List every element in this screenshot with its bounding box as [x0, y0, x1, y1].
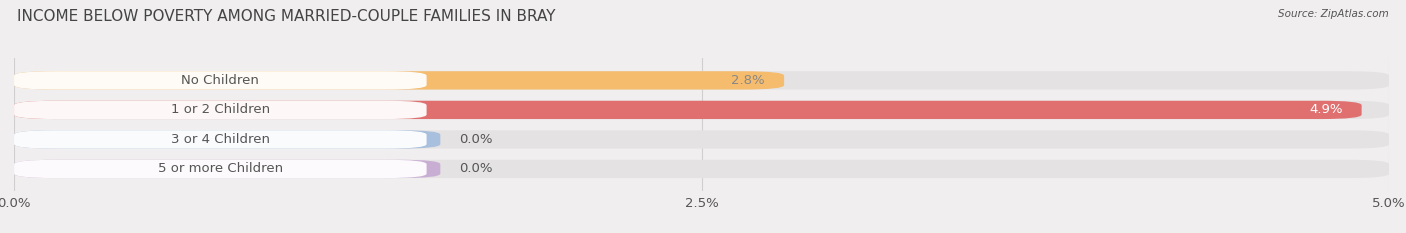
Text: 5 or more Children: 5 or more Children — [157, 162, 283, 175]
FancyBboxPatch shape — [14, 130, 426, 149]
FancyBboxPatch shape — [14, 160, 1389, 178]
Text: 0.0%: 0.0% — [460, 133, 494, 146]
FancyBboxPatch shape — [14, 71, 426, 89]
FancyBboxPatch shape — [14, 130, 1389, 149]
Text: 2.8%: 2.8% — [731, 74, 765, 87]
FancyBboxPatch shape — [14, 130, 440, 149]
Text: 1 or 2 Children: 1 or 2 Children — [170, 103, 270, 116]
FancyBboxPatch shape — [14, 160, 440, 178]
FancyBboxPatch shape — [14, 71, 1389, 89]
Text: Source: ZipAtlas.com: Source: ZipAtlas.com — [1278, 9, 1389, 19]
FancyBboxPatch shape — [14, 160, 426, 178]
Text: No Children: No Children — [181, 74, 259, 87]
Text: 3 or 4 Children: 3 or 4 Children — [170, 133, 270, 146]
FancyBboxPatch shape — [14, 71, 785, 89]
FancyBboxPatch shape — [14, 101, 1361, 119]
FancyBboxPatch shape — [14, 101, 426, 119]
Text: 0.0%: 0.0% — [460, 162, 494, 175]
Text: 4.9%: 4.9% — [1309, 103, 1343, 116]
Text: INCOME BELOW POVERTY AMONG MARRIED-COUPLE FAMILIES IN BRAY: INCOME BELOW POVERTY AMONG MARRIED-COUPL… — [17, 9, 555, 24]
FancyBboxPatch shape — [14, 101, 1389, 119]
